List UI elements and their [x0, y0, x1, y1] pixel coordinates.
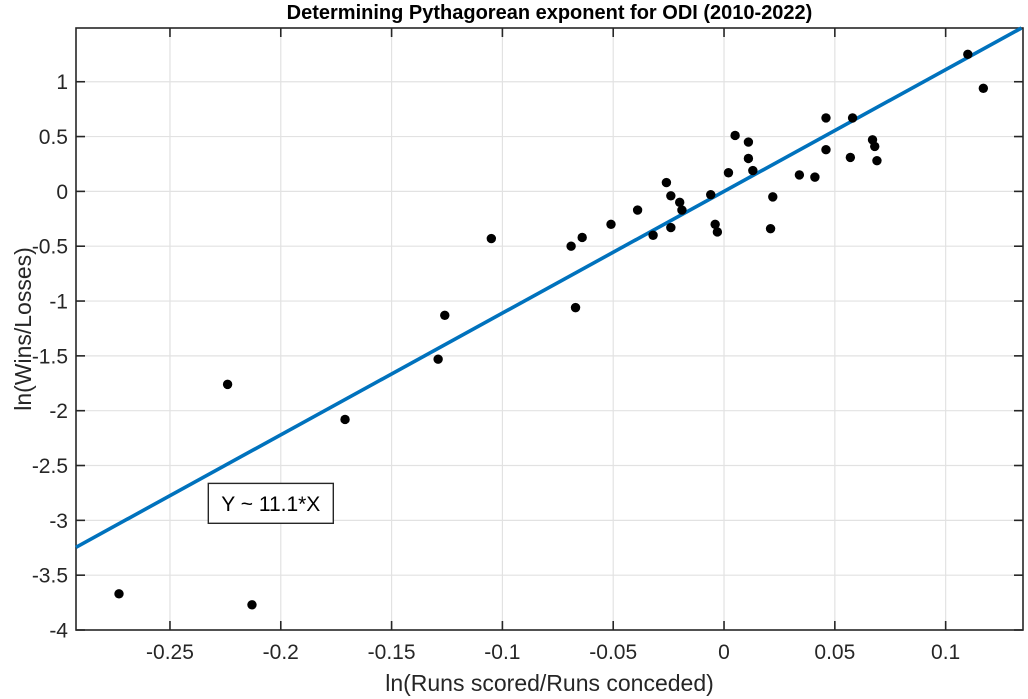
x-tick-label: -0.05 — [589, 641, 637, 664]
data-point — [114, 589, 124, 599]
scatter-points — [114, 49, 989, 610]
data-point — [433, 354, 443, 364]
data-point — [845, 152, 856, 163]
plot-border — [75, 27, 1024, 631]
axis-ticks — [76, 28, 1023, 631]
data-point — [978, 83, 989, 94]
y-tick-label: 1 — [56, 71, 68, 94]
data-point — [222, 379, 233, 390]
data-point — [810, 172, 820, 182]
data-point — [963, 49, 973, 60]
data-point — [340, 414, 350, 425]
y-tick-label: 0.5 — [39, 126, 68, 149]
x-tick-label: 0.05 — [814, 641, 855, 664]
regression-line — [75, 26, 1023, 549]
y-tick-label: -3 — [49, 510, 68, 533]
data-point — [723, 168, 734, 178]
data-point — [768, 192, 778, 202]
data-point — [675, 197, 685, 208]
data-point — [706, 189, 716, 200]
x-axis-label: ln(Runs scored/Runs conceded) — [385, 670, 714, 696]
y-tick-labels: -4 -3.5 -3 -2.5 -2 -1.5 -1 -0.5 0 0.5 1 — [32, 71, 68, 642]
data-point — [870, 141, 880, 152]
data-point — [648, 230, 658, 240]
data-point — [743, 153, 754, 164]
y-axis-label: ln(Wins/Losses) — [10, 247, 36, 411]
data-point — [821, 145, 831, 155]
y-tick-label: -4 — [49, 620, 68, 643]
chart-title: Determining Pythagorean exponent for ODI… — [287, 2, 813, 24]
annotation-label: Y ~ 11.1*X — [221, 493, 320, 516]
data-point — [872, 155, 882, 166]
y-tick-label: -2 — [49, 400, 68, 423]
data-point — [632, 205, 643, 215]
data-point — [606, 219, 616, 229]
data-point — [821, 113, 831, 123]
data-point — [570, 302, 581, 313]
y-tick-label: -2.5 — [32, 455, 68, 478]
data-point — [710, 219, 720, 229]
gridlines — [76, 28, 1023, 630]
y-tick-label: -3.5 — [32, 565, 68, 588]
annotation-box — [207, 482, 335, 525]
data-point — [847, 113, 858, 123]
data-point — [743, 137, 754, 147]
data-point — [765, 223, 776, 234]
data-point — [566, 241, 576, 251]
data-point — [677, 205, 687, 215]
data-point — [440, 310, 450, 320]
data-point — [666, 191, 676, 201]
x-tick-label: -0.15 — [368, 641, 416, 664]
data-point — [661, 177, 672, 188]
x-tick-label: 0.1 — [931, 641, 960, 664]
x-tick-label: -0.2 — [263, 641, 299, 664]
y-tick-label: -1.5 — [32, 345, 68, 368]
x-tick-label: 0 — [718, 641, 730, 664]
data-point — [748, 165, 758, 176]
data-point — [577, 232, 587, 243]
y-tick-label: -0.5 — [32, 236, 68, 259]
x-tick-label: -0.1 — [484, 641, 520, 664]
y-tick-label: 0 — [56, 181, 68, 204]
x-tick-labels: -0.25 -0.2 -0.15 -0.1 -0.05 0 0.05 0.1 — [146, 641, 960, 664]
data-point — [730, 130, 740, 141]
data-point — [486, 233, 497, 244]
data-point — [794, 170, 805, 180]
annotation: Y ~ 11.1*X — [207, 482, 335, 525]
x-tick-label: -0.25 — [146, 641, 194, 664]
data-point — [666, 222, 676, 233]
data-point — [712, 227, 723, 237]
data-point — [247, 600, 257, 610]
y-tick-label: -1 — [49, 291, 68, 314]
